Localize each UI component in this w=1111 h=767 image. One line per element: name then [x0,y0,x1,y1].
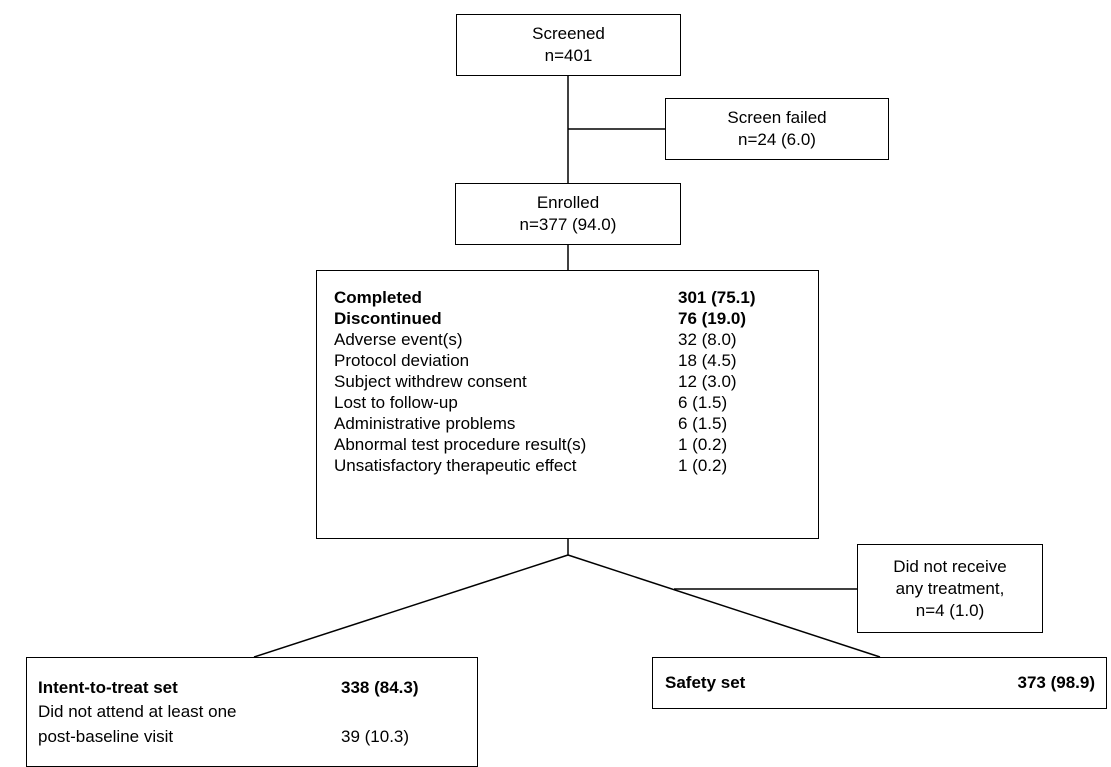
disposition-row-label: Lost to follow-up [334,393,458,412]
disposition-row-label: Abnormal test procedure result(s) [334,435,587,454]
line-branch-to-itt [253,554,569,658]
screen-failed-count: n=24 (6.0) [738,130,816,149]
screen-failed-title: Screen failed [727,108,827,127]
disposition-row-value: 6 (1.5) [678,393,728,412]
no-treatment-line1: Did not receive [893,556,1007,576]
disposition-row: Abnormal test procedure result(s) 1 (0.2) [317,434,818,455]
disposition-row: Completed 301 (75.1) [317,287,818,308]
disposition-row-label: Unsatisfactory therapeutic effect [334,456,577,475]
itt-sub-line1: Did not attend at least one [38,702,237,721]
itt-title: Intent-to-treat set [38,678,178,697]
itt-value: 338 (84.3) [341,678,419,697]
safety-box: Safety set 373 (98.9) [652,657,1107,709]
disposition-row-label: Subject withdrew consent [334,372,527,391]
screened-count: n=401 [544,46,593,65]
disposition-row-value: 76 (19.0) [678,309,747,328]
safety-value: 373 (98.9) [1017,673,1096,692]
disposition-row: Unsatisfactory therapeutic effect 1 (0.2) [317,455,818,476]
disposition-row: Administrative problems 6 (1.5) [317,413,818,434]
itt-box: Intent-to-treat set 338 (84.3) Did not a… [26,657,478,767]
disposition-rows: Completed 301 (75.1) Discontinued 76 (19.0)… [317,287,818,476]
disposition-row: Protocol deviation 18 (4.5) [317,350,818,371]
enrolled-count: n=377 (94.0) [519,215,617,234]
disposition-row-value: 301 (75.1) [678,288,756,307]
screened-box: Screened n=401 [456,14,681,76]
disposition-row-value: 1 (0.2) [678,456,728,475]
disposition-row: Lost to follow-up 6 (1.5) [317,392,818,413]
disposition-row-value: 6 (1.5) [678,414,728,433]
safety-title: Safety set [665,673,746,692]
disposition-row-value: 1 (0.2) [678,435,728,454]
disposition-row: Subject withdrew consent 12 (3.0) [317,371,818,392]
disposition-row-label: Protocol deviation [334,351,470,370]
disposition-box: Completed 301 (75.1) Discontinued 76 (19.0)… [316,270,819,539]
no-treatment-line3: n=4 (1.0) [915,600,985,620]
no-treatment-box: Did not receive any treatment, n=4 (1.0) [857,544,1043,633]
itt-sub-line2: post-baseline visit [38,727,174,746]
disposition-row: Discontinued 76 (19.0) [317,308,818,329]
enrolled-box: Enrolled n=377 (94.0) [455,183,681,245]
disposition-row-label: Adverse event(s) [334,330,463,349]
screen-failed-box: Screen failed n=24 (6.0) [665,98,889,160]
disposition-row-label: Completed [334,288,422,307]
no-treatment-line2: any treatment, [895,578,1005,598]
screened-title: Screened [532,24,605,43]
disposition-row: Adverse event(s) 32 (8.0) [317,329,818,350]
disposition-row-label: Discontinued [334,309,442,328]
disposition-row-value: 32 (8.0) [678,330,737,349]
itt-sub-value: 39 (10.3) [341,727,410,746]
line-branch-to-safety [567,554,881,658]
disposition-row-label: Administrative problems [334,414,516,433]
disposition-row-value: 18 (4.5) [678,351,737,370]
enrolled-title: Enrolled [536,193,600,212]
disposition-row-value: 12 (3.0) [678,372,737,391]
